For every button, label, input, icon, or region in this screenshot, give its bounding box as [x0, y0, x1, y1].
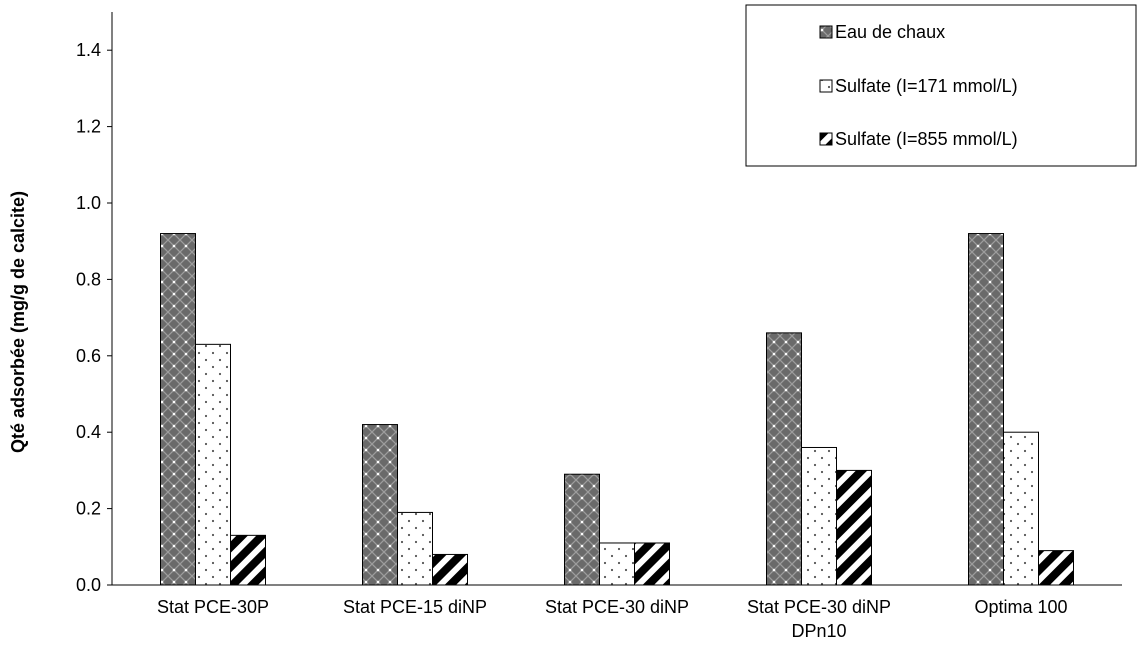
x-category-label: Stat PCE-30 diNP: [747, 597, 891, 617]
bar: [1038, 550, 1074, 586]
bars: [160, 233, 1074, 586]
bar: [195, 343, 231, 586]
bar: [634, 542, 670, 586]
y-tick-label: 0.2: [76, 499, 101, 519]
legend: Eau de chaux Sulfate (I=171 mmol/L) Sulf…: [745, 4, 1137, 167]
bar: [766, 332, 802, 586]
bar: [599, 542, 635, 586]
x-category-label: DPn10: [791, 621, 846, 641]
bar: [801, 446, 837, 586]
legend-label-sulfate-855: Sulfate (I=855 mmol/L): [835, 129, 1018, 149]
legend-label-eau-de-chaux: Eau de chaux: [835, 22, 945, 42]
x-category-label: Stat PCE-30 diNP: [545, 597, 689, 617]
y-axis-ticks: 0.0 0.2 0.4 0.6 0.8 1.0 1.2 1.4: [76, 40, 112, 595]
legend-item-eau-de-chaux: Eau de chaux: [819, 22, 945, 42]
legend-item-sulfate-855: Sulfate (I=855 mmol/L): [819, 129, 1018, 149]
bar: [432, 553, 468, 586]
bar: [1003, 431, 1039, 586]
y-tick-label: 0.4: [76, 422, 101, 442]
legend-label-sulfate-171: Sulfate (I=171 mmol/L): [835, 76, 1018, 96]
x-category-label: Optima 100: [974, 597, 1067, 617]
y-tick-label: 0.6: [76, 346, 101, 366]
y-tick-label: 0.0: [76, 575, 101, 595]
bar: [230, 534, 266, 586]
legend-item-sulfate-171: Sulfate (I=171 mmol/L): [819, 76, 1018, 96]
y-tick-label: 1.0: [76, 193, 101, 213]
bar: [836, 469, 872, 586]
bar: [968, 233, 1004, 586]
x-axis-category-labels: Stat PCE-30P Stat PCE-15 diNP Stat PCE-30 …: [157, 597, 1068, 641]
legend-swatch-eau-de-chaux: [819, 25, 833, 39]
legend-swatch-sulfate-171: [819, 79, 833, 93]
x-category-label: Stat PCE-30P: [157, 597, 269, 617]
y-tick-label: 1.4: [76, 40, 101, 60]
legend-swatch-sulfate-855: [819, 132, 833, 146]
y-tick-label: 1.2: [76, 117, 101, 137]
y-axis-title: Qté adsorbée (mg/g de calcite): [8, 191, 28, 453]
y-tick-label: 0.8: [76, 269, 101, 289]
bar: [397, 511, 433, 586]
x-category-label: Stat PCE-15 diNP: [343, 597, 487, 617]
bar: [362, 424, 398, 586]
bar: [160, 233, 196, 586]
legend-box: [745, 4, 1137, 167]
bar: [564, 473, 600, 586]
